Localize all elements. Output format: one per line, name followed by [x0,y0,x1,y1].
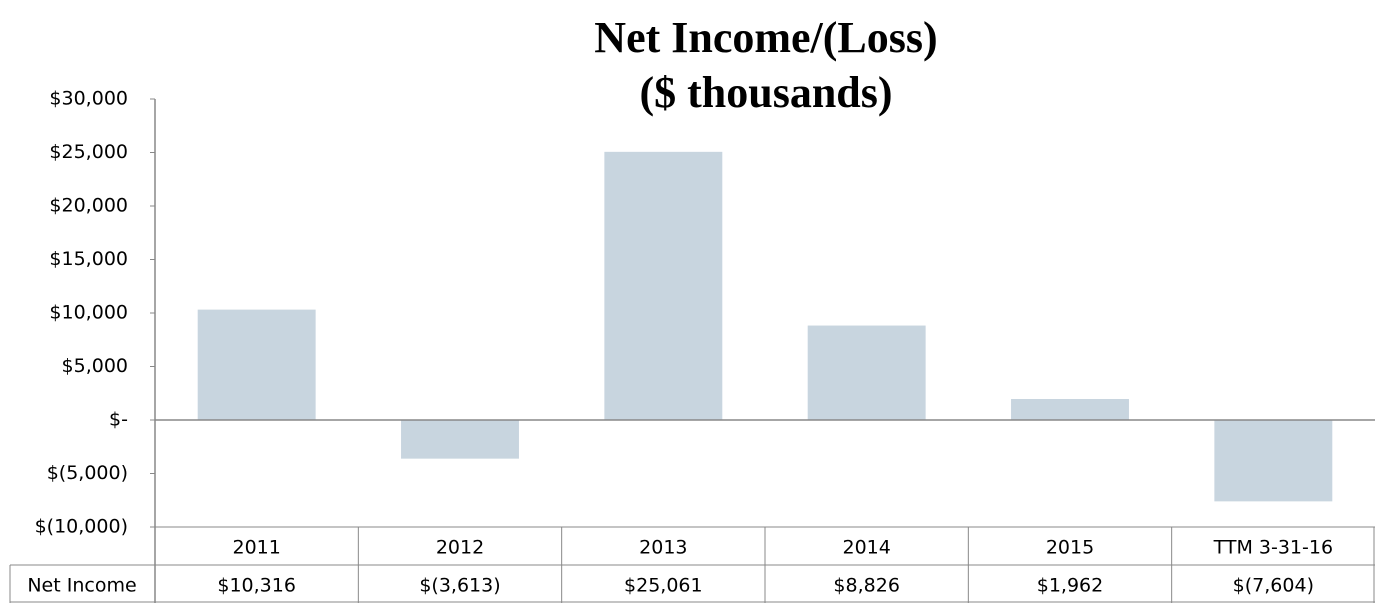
chart-subtitle: ($ thousands) [639,68,892,117]
chart-title: Net Income/(Loss) [594,13,937,62]
table-value: $1,962 [1037,575,1103,597]
x-tick-label: 2015 [1046,537,1094,559]
y-tick-label: $30,000 [49,88,128,110]
table-row-header: Net Income [27,575,136,597]
x-tick-label: TTM 3-31-16 [1213,537,1333,559]
bar [1011,399,1129,420]
table-value: $25,061 [624,575,703,597]
y-tick-label: $10,000 [49,302,128,324]
table-value: $8,826 [833,575,899,597]
x-tick-label: 2013 [639,537,687,559]
bar [401,420,519,459]
x-tick-label: 2012 [436,537,484,559]
bar [197,309,316,420]
x-tick-label: 2014 [842,537,890,559]
y-tick-label: $- [109,409,128,431]
table-value: $(3,613) [419,575,500,597]
table-value: $10,316 [217,575,296,597]
y-tick-label: $(10,000) [35,516,128,538]
bar [807,325,926,420]
bar [604,151,723,421]
y-tick-label: $25,000 [49,141,128,163]
table-value: $(7,604) [1233,575,1314,597]
y-tick-label: $5,000 [62,355,128,377]
y-tick-label: $(5,000) [47,462,128,484]
bar [1214,420,1333,502]
x-tick-label: 2011 [232,537,280,559]
y-tick-label: $20,000 [49,195,128,217]
y-tick-label: $15,000 [49,248,128,270]
